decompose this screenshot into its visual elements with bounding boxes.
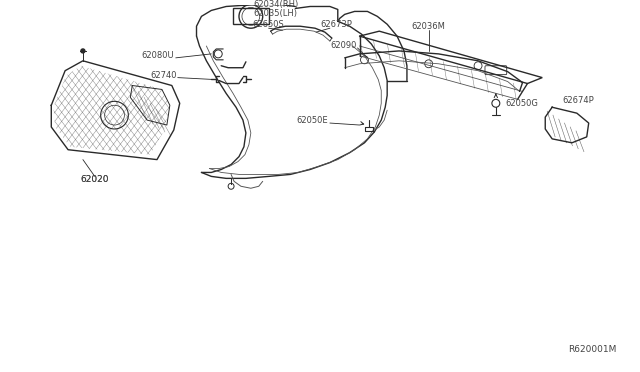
Text: 62036M: 62036M — [412, 22, 445, 31]
Text: 62050E: 62050E — [296, 116, 328, 125]
Text: 62020: 62020 — [81, 175, 109, 184]
Text: 62740: 62740 — [150, 71, 177, 80]
Text: 62035(LH): 62035(LH) — [253, 9, 298, 18]
Text: 62080U: 62080U — [141, 51, 174, 60]
Circle shape — [81, 49, 85, 53]
Text: 62050G: 62050G — [506, 99, 539, 108]
Text: 62090: 62090 — [330, 42, 356, 51]
Text: 62650S: 62650S — [253, 20, 285, 29]
Text: 62673P: 62673P — [320, 20, 352, 29]
Text: 62034(RH): 62034(RH) — [253, 0, 298, 9]
Text: 62674P: 62674P — [562, 96, 594, 105]
Text: R620001M: R620001M — [568, 345, 616, 354]
Text: 62020: 62020 — [81, 175, 109, 184]
